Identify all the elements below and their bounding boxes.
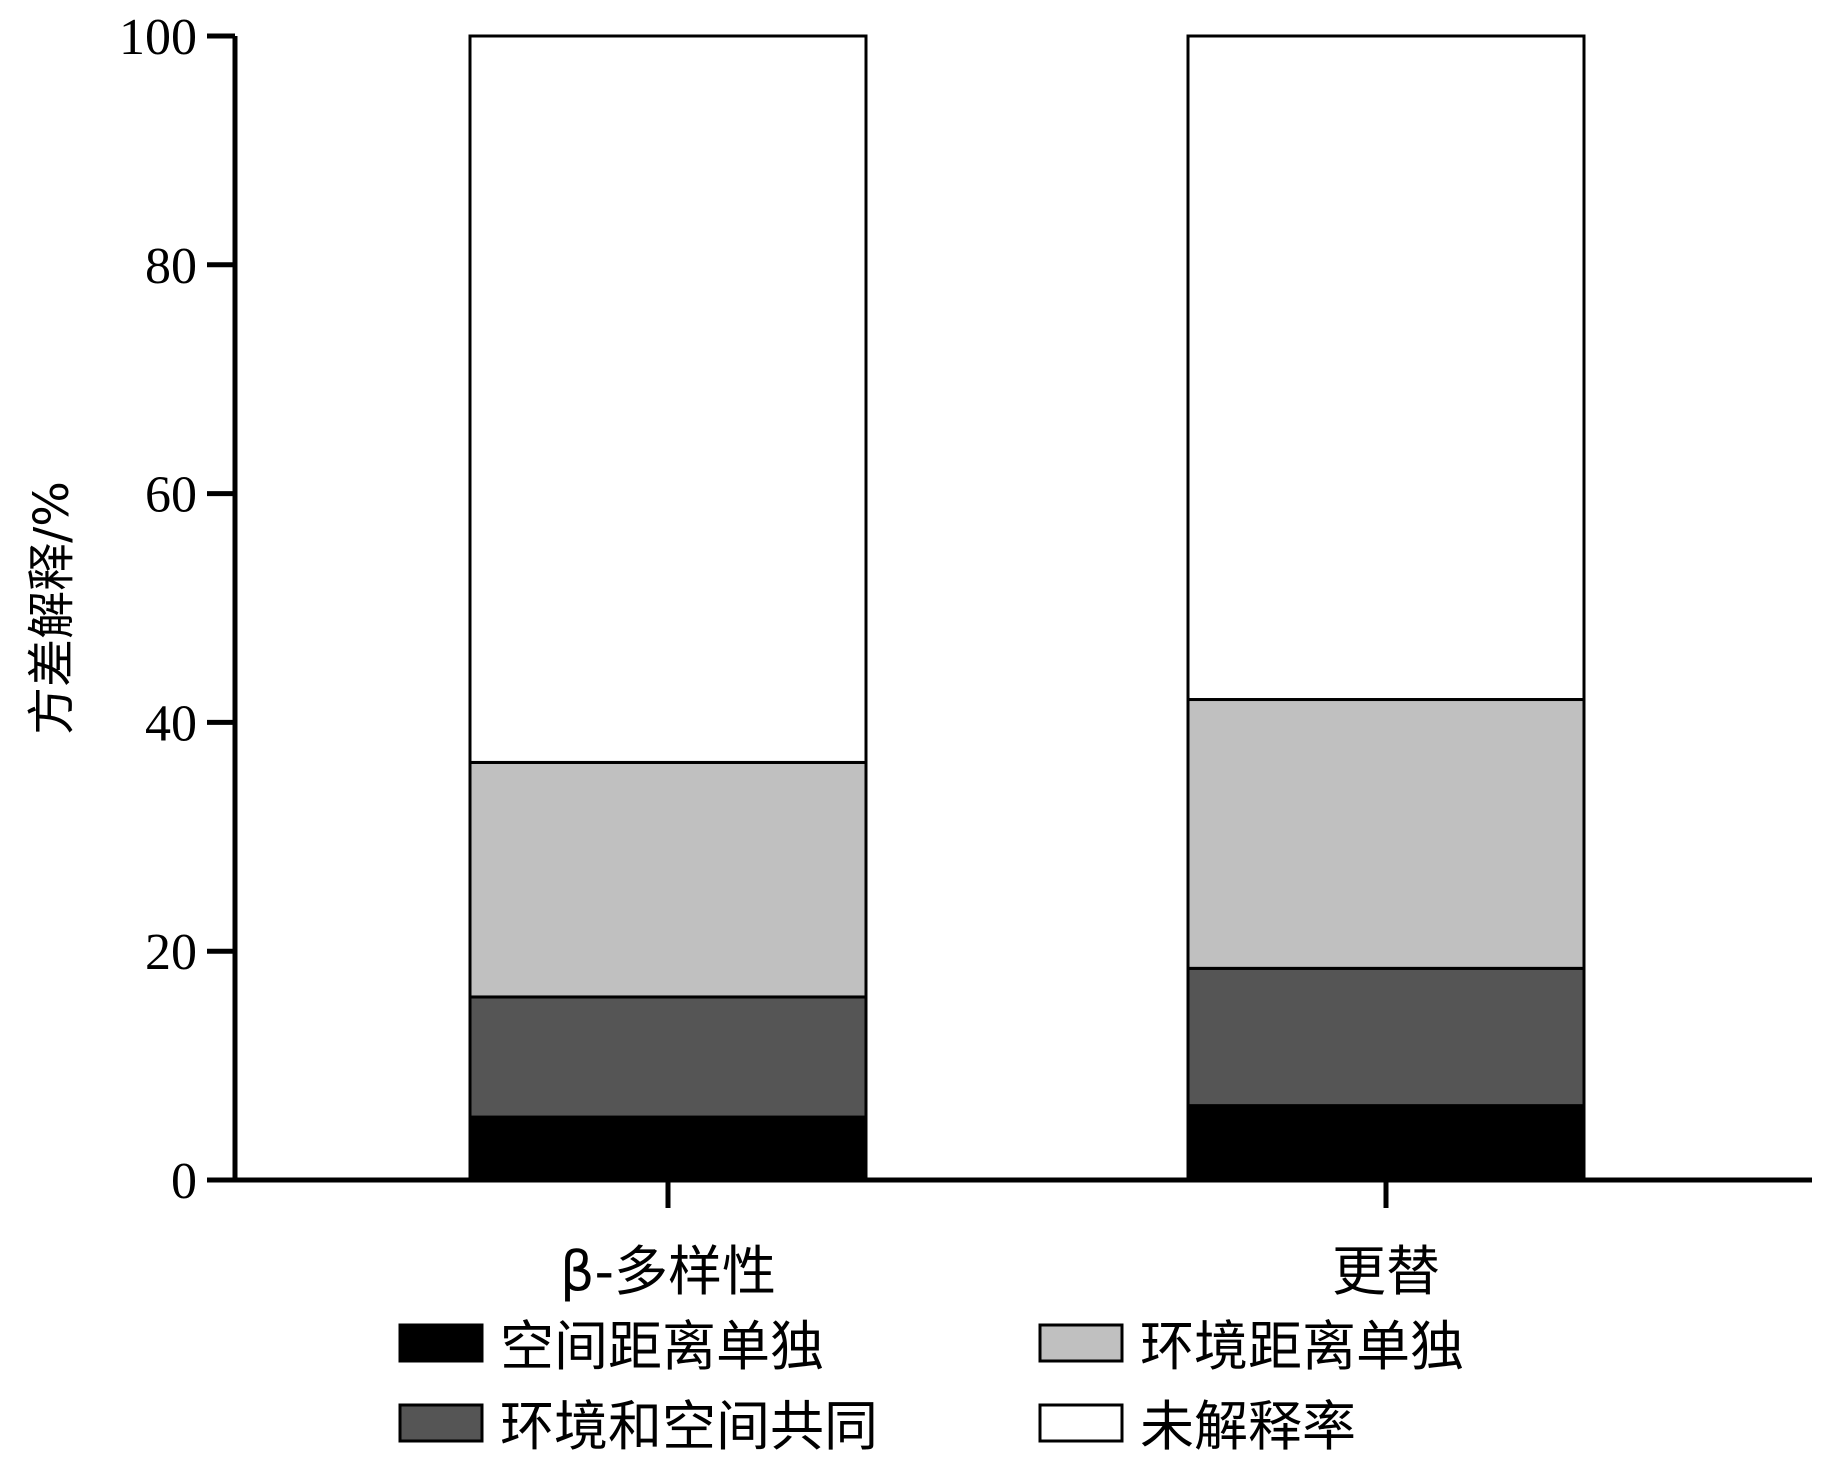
y-axis-title: 方差解释/% xyxy=(24,481,80,735)
bar-segment-2-4 xyxy=(1186,34,1586,702)
y-tick-label-0: 0 xyxy=(171,1153,197,1210)
y-tick-label-100: 100 xyxy=(119,9,197,66)
y-tick-label-40: 40 xyxy=(145,695,197,752)
legend-label-2: 环境和空间共同 xyxy=(500,1395,878,1458)
legend-label-4: 未解释率 xyxy=(1140,1395,1356,1458)
legend-swatch-2 xyxy=(398,1403,484,1443)
bar-segment-1-3 xyxy=(468,760,868,999)
legend-label-3: 环境距离单独 xyxy=(1140,1315,1464,1378)
legend-label-1: 空间距离单独 xyxy=(500,1315,824,1378)
bar-segment-1-4 xyxy=(468,34,868,764)
y-tick-label-60: 60 xyxy=(145,467,197,524)
y-axis-ticks: 0 20 40 60 80 100 xyxy=(119,9,235,1210)
x-category-label-1: β-多样性 xyxy=(560,1240,776,1303)
x-category-label-2: 更替 xyxy=(1332,1240,1440,1303)
bar-segment-1-2 xyxy=(468,995,868,1119)
bar-segment-2-2 xyxy=(1186,966,1586,1108)
bar-segment-2-3 xyxy=(1186,698,1586,970)
x-axis-ticks: β-多样性 更替 xyxy=(560,1180,1440,1303)
legend-swatch-4 xyxy=(1038,1403,1124,1443)
bar-segment-1-1 xyxy=(468,1115,868,1182)
y-tick-label-20: 20 xyxy=(145,924,197,981)
legend-swatch-1 xyxy=(398,1323,484,1363)
legend-swatch-3 xyxy=(1038,1323,1124,1363)
bar-segment-2-1 xyxy=(1186,1104,1586,1182)
y-tick-label-80: 80 xyxy=(145,238,197,295)
bars-layer xyxy=(468,34,1586,1182)
